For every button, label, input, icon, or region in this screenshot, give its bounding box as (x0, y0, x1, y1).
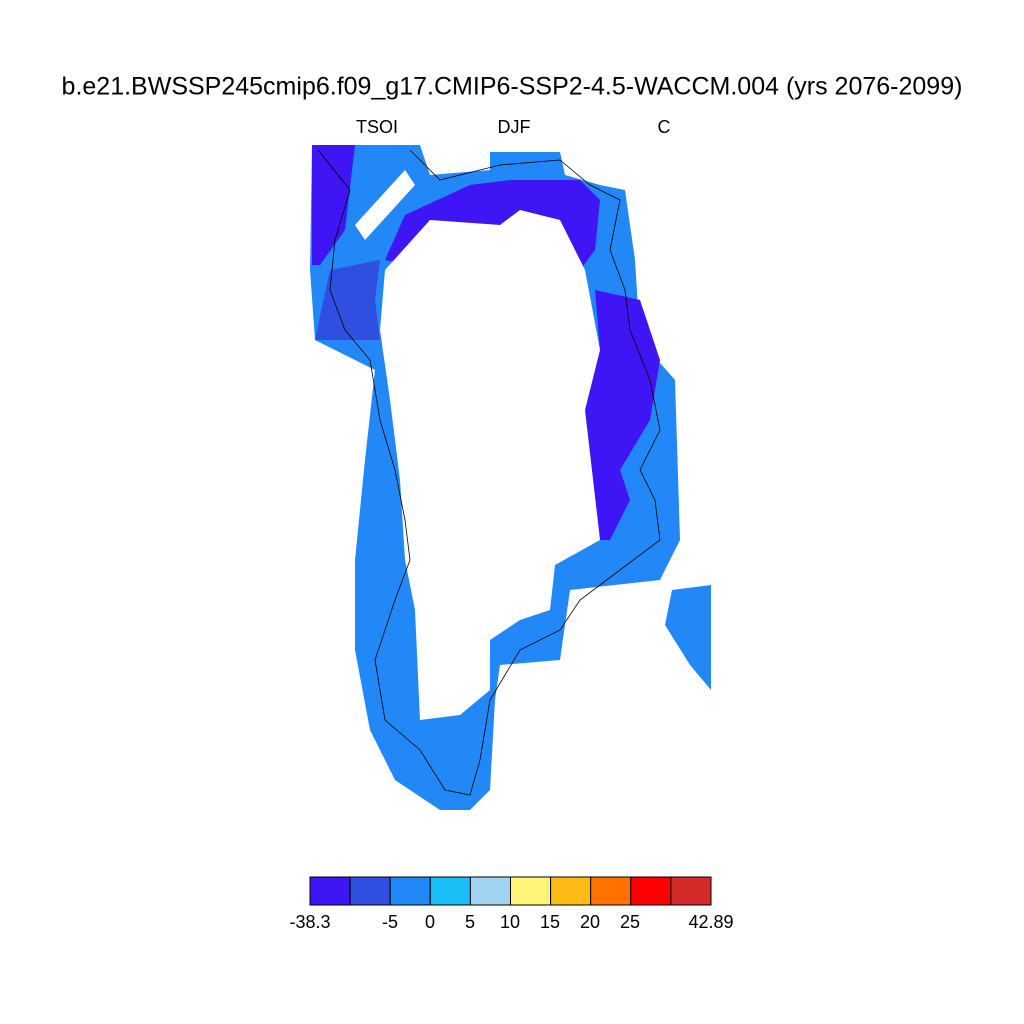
colorbar-label: -5 (382, 912, 398, 932)
colorbar-box (630, 876, 672, 906)
colorbar-box (469, 876, 511, 906)
colorbar-box (309, 876, 351, 906)
map (310, 145, 711, 810)
colorbar-box (349, 876, 391, 906)
coastline (317, 149, 661, 796)
colorbar-box (670, 876, 712, 906)
colorbar-label: 15 (540, 912, 560, 932)
colorbar-label: 10 (500, 912, 520, 932)
colorbar-label: 5 (465, 912, 475, 932)
colorbar-box (510, 876, 552, 906)
colorbar-label: 0 (425, 912, 435, 932)
colorbar-label: 25 (620, 912, 640, 932)
colorbar-label: 42.89 (688, 912, 733, 932)
subtitle-right: C (658, 117, 671, 137)
field-iceland (665, 585, 711, 690)
subtitle-left: TSOI (356, 117, 398, 137)
field-dark (585, 290, 660, 540)
field-dark (312, 145, 355, 265)
colorbar-box (590, 876, 632, 906)
colorbar-label: 20 (580, 912, 600, 932)
colorbar-label: -38.3 (289, 912, 330, 932)
colorbar-box (429, 876, 471, 906)
colorbar-box (550, 876, 592, 906)
interior (380, 210, 600, 720)
colorbar (309, 876, 712, 906)
gap (355, 170, 415, 240)
field-dark (385, 180, 600, 270)
colorbar-box (389, 876, 431, 906)
subtitle-center: DJF (498, 117, 531, 137)
title: b.e21.BWSSP245cmip6.f09_g17.CMIP6-SSP2-4… (62, 73, 963, 101)
